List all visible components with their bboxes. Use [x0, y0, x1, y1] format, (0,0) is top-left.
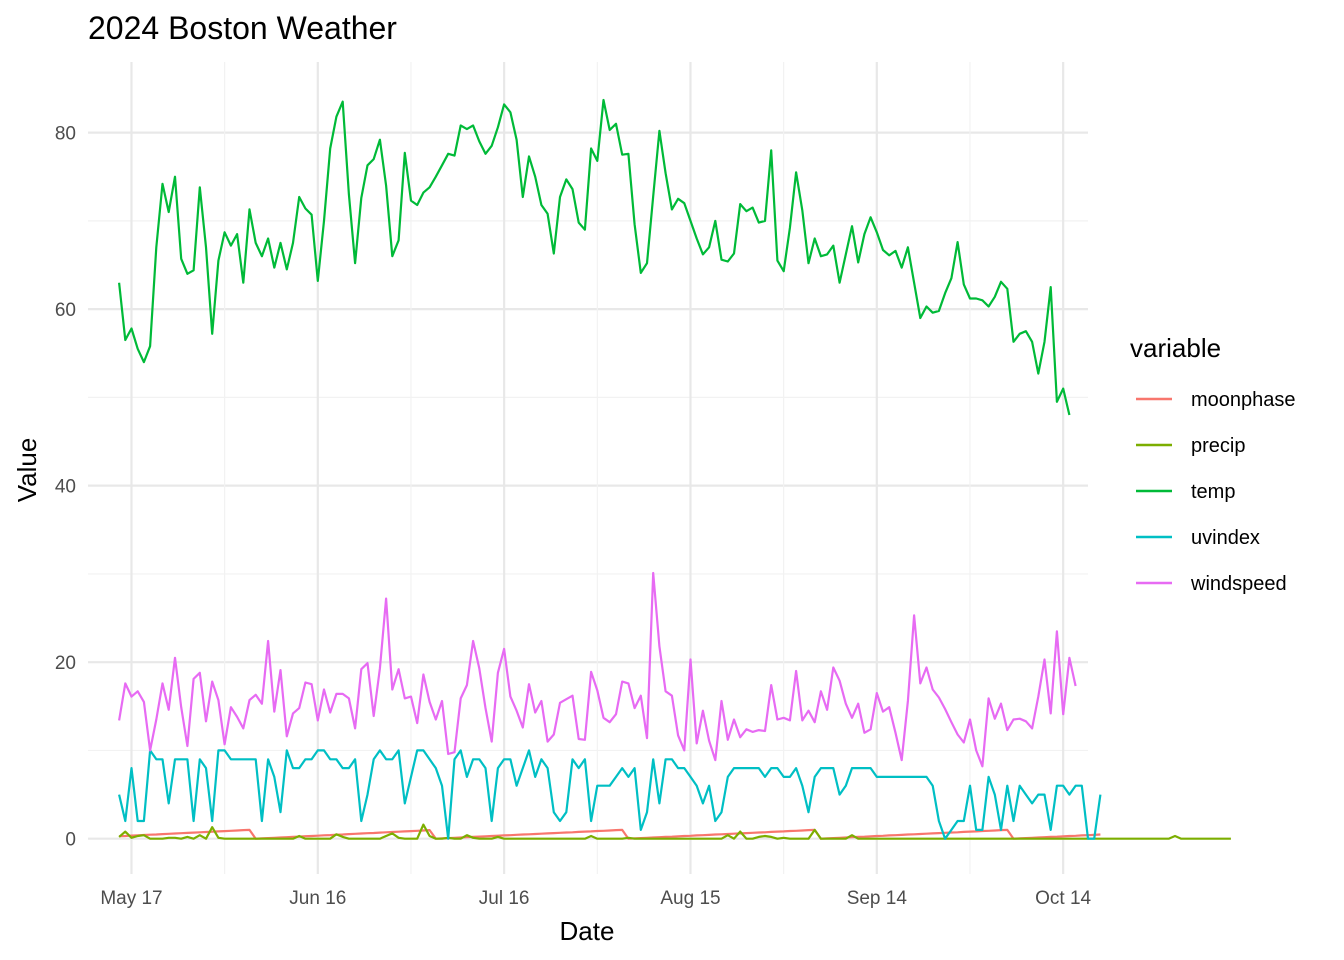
series-lines	[118, 98, 1231, 840]
y-tick-label: 80	[55, 124, 76, 145]
series-line-temp	[118, 98, 1071, 416]
x-tick-label: Sep 14	[847, 888, 908, 909]
x-tick-label: Oct 14	[1035, 888, 1091, 909]
series-line-precip	[118, 823, 1231, 840]
y-tick-label: 20	[55, 653, 76, 674]
y-tick-label: 40	[55, 477, 76, 498]
x-axis-label: Date	[560, 916, 615, 946]
legend-items: moonphase precip temp uvindex windspeed	[1136, 389, 1296, 595]
legend: variable moonphase precip temp uvindex winds…	[1130, 333, 1296, 595]
y-axis-label: Value	[12, 438, 42, 503]
legend-title: variable	[1130, 333, 1221, 363]
series-line-moonphase	[119, 828, 1101, 840]
legend-label-precip: precip	[1191, 435, 1245, 457]
series-line-uvindex	[118, 749, 1102, 840]
legend-label-moonphase: moonphase	[1191, 389, 1296, 411]
legend-label-uvindex: uvindex	[1191, 527, 1260, 549]
legend-label-temp: temp	[1191, 481, 1235, 503]
chart-title: 2024 Boston Weather	[88, 10, 397, 46]
legend-label-windspeed: windspeed	[1190, 573, 1287, 595]
y-tick-label: 0	[65, 830, 76, 851]
grid	[88, 62, 1088, 874]
x-axis-ticks: May 17 Jun 16 Jul 16 Aug 15 Sep 14 Oct 14	[100, 888, 1091, 909]
y-tick-label: 60	[55, 300, 76, 321]
x-tick-label: Aug 15	[660, 888, 720, 909]
x-tick-label: Jul 16	[479, 888, 530, 909]
x-tick-label: May 17	[100, 888, 162, 909]
y-axis-ticks: 0 20 40 60 80	[55, 124, 76, 851]
x-tick-label: Jun 16	[289, 888, 346, 909]
series-line-windspeed	[118, 571, 1077, 768]
